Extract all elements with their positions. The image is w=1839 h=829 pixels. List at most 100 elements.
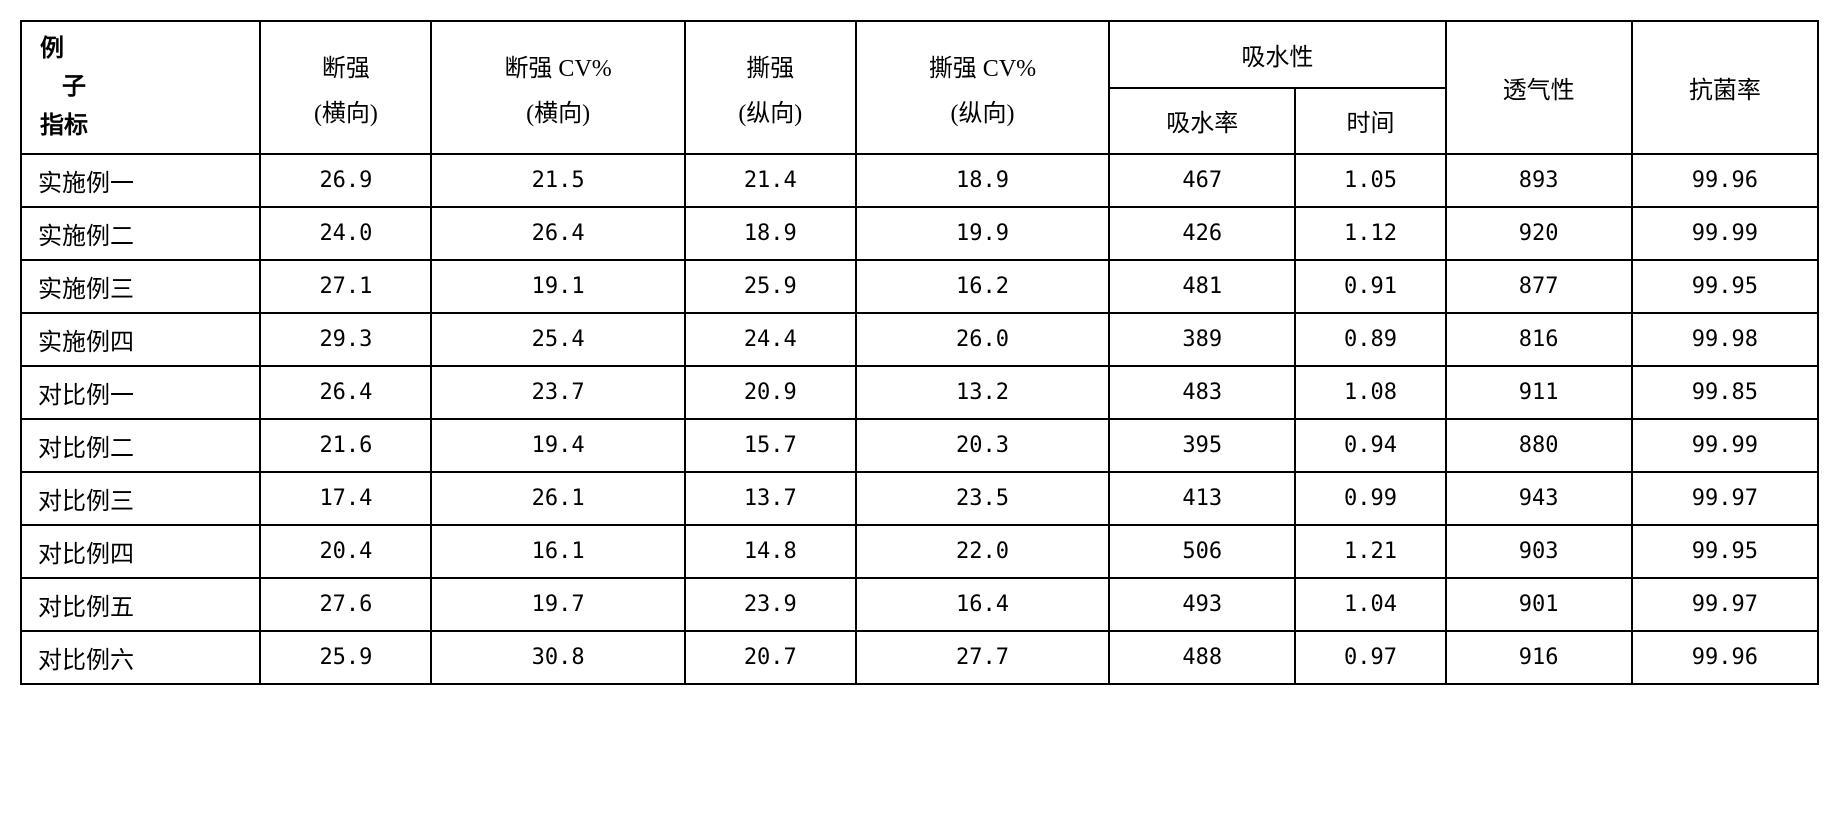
cell-absorption-rate: 395 xyxy=(1109,419,1295,472)
cell-permeability: 911 xyxy=(1446,366,1632,419)
cell-break-cv: 19.4 xyxy=(431,419,684,472)
cell-permeability: 816 xyxy=(1446,313,1632,366)
cell-absorption-rate: 426 xyxy=(1109,207,1295,260)
cell-break-cv: 25.4 xyxy=(431,313,684,366)
cell-antibacterial: 99.99 xyxy=(1632,419,1818,472)
cell-break-strength: 26.9 xyxy=(260,154,431,207)
cell-break-strength: 24.0 xyxy=(260,207,431,260)
cell-absorption-time: 0.89 xyxy=(1295,313,1445,366)
cell-permeability: 901 xyxy=(1446,578,1632,631)
cell-antibacterial: 99.97 xyxy=(1632,578,1818,631)
cell-absorption-rate: 506 xyxy=(1109,525,1295,578)
cell-break-cv: 16.1 xyxy=(431,525,684,578)
table-row: 对比例五27.619.723.916.44931.0490199.97 xyxy=(21,578,1818,631)
cell-absorption-time: 0.91 xyxy=(1295,260,1445,313)
row-label: 对比例六 xyxy=(21,631,260,684)
col-header-break-strength: 断强 (横向) xyxy=(260,21,431,154)
cell-break-strength: 26.4 xyxy=(260,366,431,419)
cell-break-strength: 25.9 xyxy=(260,631,431,684)
cell-tear-strength: 20.9 xyxy=(685,366,856,419)
cell-tear-strength: 14.8 xyxy=(685,525,856,578)
row-label: 对比例五 xyxy=(21,578,260,631)
cell-antibacterial: 99.97 xyxy=(1632,472,1818,525)
col-header-absorption-time: 时间 xyxy=(1295,88,1445,155)
table-header: 例 子 指标 断强 (横向) 断强 CV% (横向) 撕强 (纵向) 撕强 CV… xyxy=(21,21,1818,154)
cell-absorption-rate: 488 xyxy=(1109,631,1295,684)
cell-permeability: 943 xyxy=(1446,472,1632,525)
cell-permeability: 893 xyxy=(1446,154,1632,207)
cell-tear-cv: 27.7 xyxy=(856,631,1109,684)
data-table: 例 子 指标 断强 (横向) 断强 CV% (横向) 撕强 (纵向) 撕强 CV… xyxy=(20,20,1819,685)
cell-absorption-time: 0.99 xyxy=(1295,472,1445,525)
cell-tear-cv: 23.5 xyxy=(856,472,1109,525)
cell-tear-cv: 16.2 xyxy=(856,260,1109,313)
col-header-absorption-group: 吸水性 xyxy=(1109,21,1445,88)
cell-tear-strength: 21.4 xyxy=(685,154,856,207)
cell-tear-cv: 16.4 xyxy=(856,578,1109,631)
cell-break-cv: 26.4 xyxy=(431,207,684,260)
row-label: 对比例二 xyxy=(21,419,260,472)
row-label: 实施例一 xyxy=(21,154,260,207)
row-label: 实施例三 xyxy=(21,260,260,313)
cell-absorption-time: 1.04 xyxy=(1295,578,1445,631)
cell-antibacterial: 99.95 xyxy=(1632,525,1818,578)
table-row: 对比例六25.930.820.727.74880.9791699.96 xyxy=(21,631,1818,684)
cell-tear-strength: 23.9 xyxy=(685,578,856,631)
cell-absorption-time: 1.12 xyxy=(1295,207,1445,260)
cell-tear-strength: 20.7 xyxy=(685,631,856,684)
corner-mid: 子 xyxy=(34,68,247,106)
cell-absorption-rate: 481 xyxy=(1109,260,1295,313)
table-body: 实施例一26.921.521.418.94671.0589399.96实施例二2… xyxy=(21,154,1818,684)
cell-tear-cv: 26.0 xyxy=(856,313,1109,366)
row-label: 对比例一 xyxy=(21,366,260,419)
cell-break-strength: 17.4 xyxy=(260,472,431,525)
cell-permeability: 877 xyxy=(1446,260,1632,313)
table-row: 实施例三27.119.125.916.24810.9187799.95 xyxy=(21,260,1818,313)
cell-break-strength: 21.6 xyxy=(260,419,431,472)
cell-absorption-time: 1.08 xyxy=(1295,366,1445,419)
table-row: 对比例二21.619.415.720.33950.9488099.99 xyxy=(21,419,1818,472)
cell-absorption-time: 0.97 xyxy=(1295,631,1445,684)
cell-absorption-time: 1.05 xyxy=(1295,154,1445,207)
cell-antibacterial: 99.96 xyxy=(1632,154,1818,207)
cell-tear-strength: 15.7 xyxy=(685,419,856,472)
cell-permeability: 880 xyxy=(1446,419,1632,472)
corner-top: 例 xyxy=(34,30,247,68)
cell-antibacterial: 99.95 xyxy=(1632,260,1818,313)
cell-break-cv: 19.1 xyxy=(431,260,684,313)
cell-permeability: 920 xyxy=(1446,207,1632,260)
cell-tear-cv: 22.0 xyxy=(856,525,1109,578)
cell-tear-cv: 19.9 xyxy=(856,207,1109,260)
cell-break-strength: 27.1 xyxy=(260,260,431,313)
cell-absorption-rate: 483 xyxy=(1109,366,1295,419)
cell-break-cv: 30.8 xyxy=(431,631,684,684)
cell-break-cv: 19.7 xyxy=(431,578,684,631)
cell-absorption-rate: 467 xyxy=(1109,154,1295,207)
row-label: 实施例四 xyxy=(21,313,260,366)
cell-permeability: 916 xyxy=(1446,631,1632,684)
table-row: 实施例二24.026.418.919.94261.1292099.99 xyxy=(21,207,1818,260)
cell-absorption-rate: 493 xyxy=(1109,578,1295,631)
cell-antibacterial: 99.96 xyxy=(1632,631,1818,684)
table-row: 对比例一26.423.720.913.24831.0891199.85 xyxy=(21,366,1818,419)
cell-break-strength: 27.6 xyxy=(260,578,431,631)
cell-antibacterial: 99.85 xyxy=(1632,366,1818,419)
cell-absorption-time: 0.94 xyxy=(1295,419,1445,472)
cell-break-cv: 21.5 xyxy=(431,154,684,207)
cell-tear-cv: 13.2 xyxy=(856,366,1109,419)
col-header-break-cv: 断强 CV% (横向) xyxy=(431,21,684,154)
cell-absorption-time: 1.21 xyxy=(1295,525,1445,578)
col-header-tear-cv: 撕强 CV% (纵向) xyxy=(856,21,1109,154)
cell-tear-strength: 13.7 xyxy=(685,472,856,525)
table-row: 实施例四29.325.424.426.03890.8981699.98 xyxy=(21,313,1818,366)
col-header-permeability: 透气性 xyxy=(1446,21,1632,154)
cell-permeability: 903 xyxy=(1446,525,1632,578)
cell-break-strength: 29.3 xyxy=(260,313,431,366)
col-header-antibacterial: 抗菌率 xyxy=(1632,21,1818,154)
table-row: 对比例三17.426.113.723.54130.9994399.97 xyxy=(21,472,1818,525)
cell-tear-strength: 18.9 xyxy=(685,207,856,260)
row-label: 对比例四 xyxy=(21,525,260,578)
cell-break-cv: 23.7 xyxy=(431,366,684,419)
table-row: 实施例一26.921.521.418.94671.0589399.96 xyxy=(21,154,1818,207)
cell-tear-strength: 25.9 xyxy=(685,260,856,313)
